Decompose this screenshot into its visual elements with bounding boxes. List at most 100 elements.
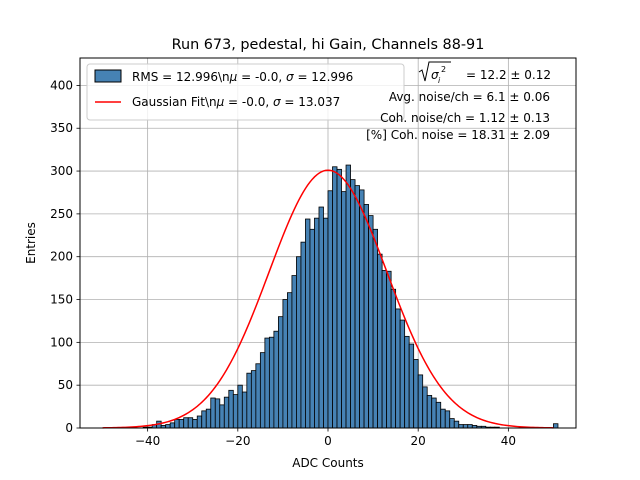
histogram-bar (287, 292, 293, 429)
histogram-bar (277, 316, 284, 429)
y-tick-label: 100 (50, 335, 73, 349)
histogram-bar (440, 408, 446, 429)
x-axis-ticks: −40 −20 0 20 40 (135, 428, 516, 448)
histogram-bar (246, 372, 252, 429)
histogram-bar (363, 204, 369, 429)
histogram-bar (237, 384, 243, 429)
histogram-bar (228, 389, 234, 429)
y-tick-label: 50 (58, 378, 73, 392)
histogram-bar (444, 410, 451, 429)
legend-histogram-label: RMS = 12.996\nμ = -0.0, σ = 12.996 (132, 70, 353, 84)
histogram-bar (183, 417, 189, 429)
histogram-bar (178, 419, 185, 429)
histogram-bar (268, 336, 275, 429)
y-tick-label: 150 (50, 293, 73, 307)
histogram-bar (368, 215, 374, 429)
x-tick-label: −40 (135, 434, 160, 448)
annotation-coh-noise: Coh. noise/ch = 1.12 ± 0.13 (380, 111, 550, 125)
legend: RMS = 12.996\nμ = -0.0, σ = 12.996 Gauss… (86, 63, 405, 121)
histogram-bar (223, 396, 230, 429)
histogram-bar (404, 335, 410, 429)
x-tick-label: 40 (501, 434, 516, 448)
annotation-avg-noise: Avg. noise/ch = 6.1 ± 0.06 (389, 90, 550, 104)
histogram-bar (449, 418, 455, 429)
histogram-bar (422, 386, 428, 429)
histogram-bar (350, 179, 356, 429)
histogram-bar (377, 253, 383, 429)
x-tick-label: 20 (411, 434, 426, 448)
histogram-bar (291, 275, 297, 429)
histogram-bar (453, 420, 460, 429)
histogram-bar (259, 352, 266, 429)
histogram-bar (399, 319, 406, 429)
legend-box (86, 63, 405, 121)
histogram-bar (431, 397, 437, 429)
annotation-sigma-subscript: i (438, 76, 441, 85)
histogram-bar (390, 288, 397, 429)
histogram-bar (345, 164, 351, 429)
legend-fit-label: Gaussian Fit\nμ = -0.0, σ = 13.037 (132, 95, 340, 109)
histogram-bar (314, 217, 320, 429)
histogram-bar (462, 424, 469, 429)
histogram-bar (553, 423, 559, 429)
histogram-bar (187, 417, 194, 429)
histogram-bar (232, 394, 239, 429)
y-tick-label: 300 (50, 164, 73, 178)
histogram-bar (300, 241, 306, 429)
histogram-bar (169, 422, 176, 429)
histogram-bar (305, 218, 311, 429)
histogram-bar (467, 424, 473, 429)
histogram-bar (250, 370, 257, 429)
y-axis-label: Entries (24, 222, 38, 264)
histogram-bar (336, 168, 342, 429)
histogram-bar (417, 374, 424, 429)
histogram-bar (332, 166, 338, 429)
y-tick-label: 200 (50, 250, 73, 264)
y-tick-label: 0 (65, 421, 73, 435)
histogram-bar (192, 419, 198, 429)
x-axis-label: ADC Counts (292, 456, 364, 470)
histogram-bar (174, 419, 180, 429)
histogram-bar (241, 391, 248, 429)
histogram-bar (309, 228, 315, 429)
histogram-bar (323, 217, 329, 429)
annotation-coh-noise-percent: [%] Coh. noise = 18.31 ± 2.09 (366, 128, 550, 142)
histogram-bar (165, 424, 171, 429)
histogram-bar (205, 408, 212, 429)
histogram-bar (318, 206, 324, 429)
histogram-bar (327, 190, 333, 429)
histogram-bar (214, 398, 221, 429)
histogram-bar (264, 337, 270, 429)
histogram-bar (255, 363, 261, 429)
annotation-sigma-value: = 12.2 ± 0.12 (466, 68, 551, 82)
histogram-bar (341, 191, 347, 429)
histogram-bars (142, 164, 559, 429)
gaussian-fit-line (102, 169, 554, 429)
noise-annotations: σ i 2 = 12.2 ± 0.12 Avg. noise/ch = 6.1 … (366, 61, 551, 142)
annotation-sigma-symbol: σ (431, 68, 439, 82)
histogram-bar (354, 185, 360, 429)
histogram-bar (219, 404, 225, 429)
histogram-bar (413, 359, 419, 429)
histogram-bar (210, 397, 216, 429)
histogram-bar (282, 299, 288, 429)
histogram-bar (296, 256, 302, 429)
sqrt-symbol-icon (418, 61, 451, 82)
y-tick-label: 250 (50, 207, 73, 221)
histogram-bar (273, 330, 279, 429)
y-tick-label: 400 (50, 78, 73, 92)
y-tick-label: 350 (50, 121, 73, 135)
chart-title: Run 673, pedestal, hi Gain, Channels 88-… (172, 37, 485, 53)
histogram-bar (381, 270, 388, 429)
histogram-bar (458, 424, 464, 429)
annotation-sigma-superscript: 2 (441, 65, 446, 74)
x-tick-label: 0 (324, 434, 332, 448)
histogram-bar (395, 308, 401, 429)
histogram-bar (196, 415, 203, 429)
histogram-bar (426, 395, 433, 429)
histogram-bar (435, 401, 442, 429)
legend-histogram-swatch (94, 69, 122, 83)
x-tick-label: −20 (225, 434, 250, 448)
histogram-bar (386, 270, 392, 429)
